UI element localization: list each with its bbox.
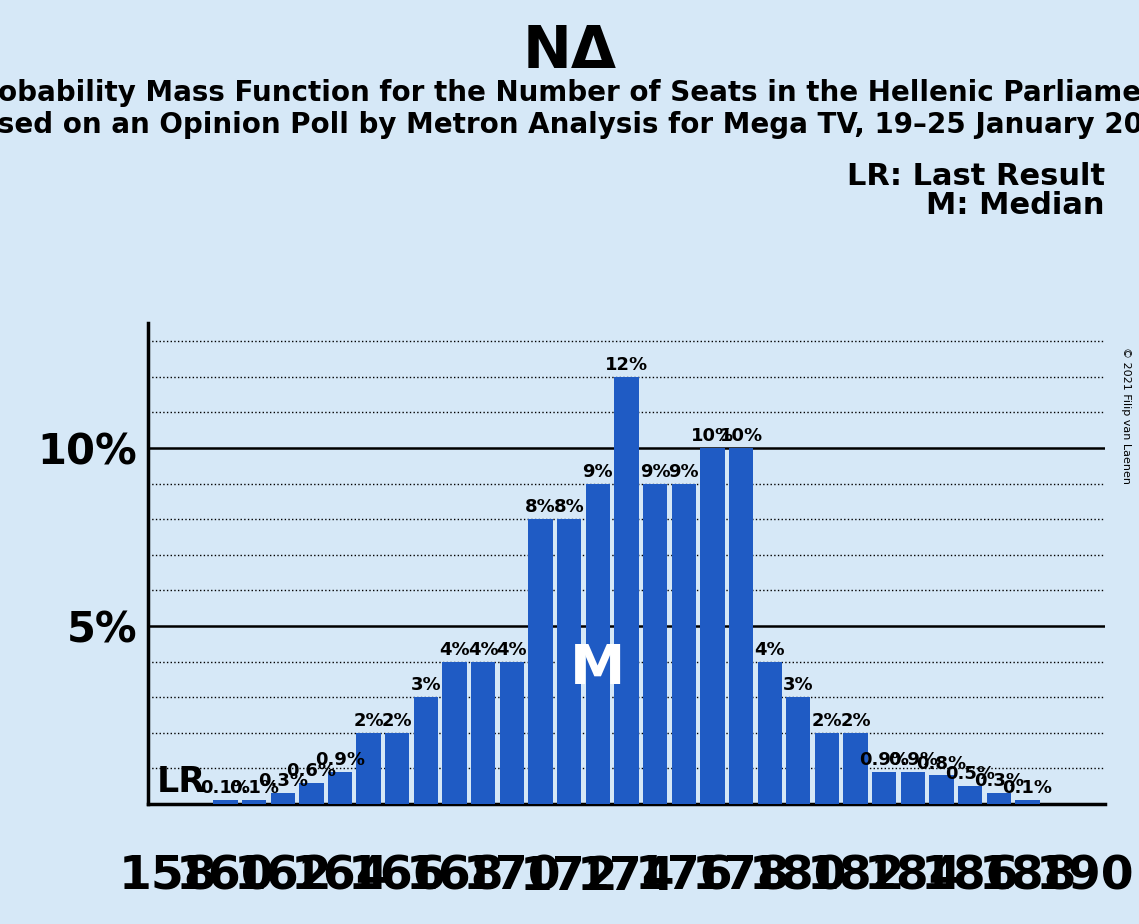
Bar [958,786,982,804]
Text: 168: 168 [405,855,503,900]
Text: 9%: 9% [582,463,613,480]
Text: 0.9%: 0.9% [859,751,909,769]
Bar [442,662,467,804]
Text: 162: 162 [233,855,331,900]
Text: 4%: 4% [497,640,527,659]
Bar [614,377,639,804]
Text: 0.3%: 0.3% [257,772,308,790]
Text: 190: 190 [1035,855,1134,900]
Text: 164: 164 [290,855,390,900]
Text: © 2021 Filip van Laenen: © 2021 Filip van Laenen [1121,347,1131,484]
Bar [357,733,380,804]
Bar [500,662,524,804]
Text: NΔ: NΔ [523,23,616,80]
Bar [986,793,1011,804]
Bar [241,800,267,804]
Bar [213,800,238,804]
Bar [700,448,724,804]
Bar [786,697,811,804]
Text: 4%: 4% [440,640,470,659]
Bar [385,733,409,804]
Bar [271,793,295,804]
Text: 180: 180 [749,855,847,900]
Bar [413,697,439,804]
Text: 9%: 9% [640,463,671,480]
Text: 184: 184 [863,855,962,900]
Bar [585,483,611,804]
Bar [672,483,696,804]
Text: LR: Last Result: LR: Last Result [846,162,1105,190]
Text: 158: 158 [118,855,218,900]
Text: 2%: 2% [841,711,871,730]
Bar [1015,800,1040,804]
Bar [757,662,781,804]
Bar [328,772,352,804]
Text: Based on an Opinion Poll by Metron Analysis for Mega TV, 19–25 January 2021: Based on an Opinion Poll by Metron Analy… [0,111,1139,139]
Bar [901,772,925,804]
Text: 10%: 10% [691,427,734,445]
Text: 2%: 2% [812,711,842,730]
Text: 0.9%: 0.9% [316,751,364,769]
Text: 2%: 2% [353,711,384,730]
Text: 0.3%: 0.3% [974,772,1024,790]
Text: 9%: 9% [669,463,699,480]
Bar [814,733,839,804]
Bar [872,772,896,804]
Bar [729,448,753,804]
Bar [557,519,581,804]
Text: 166: 166 [349,855,446,900]
Text: 160: 160 [177,855,274,900]
Text: LR: LR [157,764,206,798]
Text: 174: 174 [577,855,675,900]
Bar [844,733,868,804]
Text: 182: 182 [806,855,904,900]
Text: 0.8%: 0.8% [917,755,967,772]
Text: 8%: 8% [554,498,584,517]
Text: 10%: 10% [720,427,763,445]
Text: M: Median: M: Median [926,191,1105,220]
Text: 4%: 4% [468,640,499,659]
Text: 172: 172 [519,855,618,900]
Bar [528,519,552,804]
Bar [642,483,667,804]
Text: 0.5%: 0.5% [945,765,995,784]
Bar [300,783,323,804]
Text: 178: 178 [691,855,790,900]
Text: M: M [571,642,625,697]
Text: 0.1%: 0.1% [200,780,251,797]
Text: 188: 188 [978,855,1076,900]
Text: 170: 170 [462,855,562,900]
Text: 0.6%: 0.6% [286,761,336,780]
Text: 2%: 2% [382,711,412,730]
Text: Probability Mass Function for the Number of Seats in the Hellenic Parliament: Probability Mass Function for the Number… [0,79,1139,106]
Text: 4%: 4% [754,640,785,659]
Text: 8%: 8% [525,498,556,517]
Text: 176: 176 [634,855,734,900]
Text: 3%: 3% [782,676,813,694]
Text: 0.9%: 0.9% [888,751,937,769]
Text: 3%: 3% [411,676,441,694]
Bar [472,662,495,804]
Bar [929,775,953,804]
Text: 0.1%: 0.1% [229,780,279,797]
Text: 12%: 12% [605,356,648,374]
Text: 0.1%: 0.1% [1002,780,1052,797]
Text: 186: 186 [921,855,1019,900]
